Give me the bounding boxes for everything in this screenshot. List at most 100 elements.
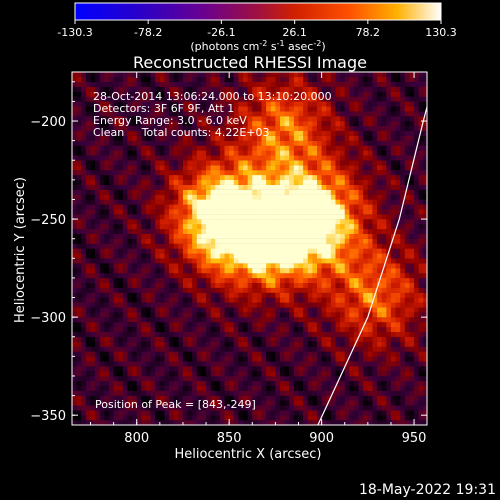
heatmap-cell [312,101,318,107]
heatmap-cell [173,312,179,318]
heatmap-cell [298,341,304,347]
heatmap-cell [132,307,138,313]
heatmap-cell [192,238,198,244]
heatmap-cell [243,101,249,107]
heatmap-cell [159,170,165,176]
heatmap-cell [377,238,383,244]
heatmap-cell [72,170,78,176]
heatmap-cell [118,297,124,303]
heatmap-cell [215,258,221,264]
heatmap-cell [349,395,355,401]
heatmap-cell [150,194,156,200]
heatmap-cell [330,346,336,352]
heatmap-cell [275,76,281,82]
colorbar [74,2,442,21]
heatmap-cell [261,400,267,406]
heatmap-cell [219,351,226,357]
heatmap-cell [136,91,142,97]
heatmap-cell [289,106,295,112]
heatmap-cell [303,356,309,362]
heatmap-cell [358,336,364,342]
heatmap-cell [247,160,253,166]
heatmap-cell [335,405,341,411]
heatmap-cell [353,312,360,318]
heatmap-cell [132,145,138,151]
heatmap-cell [81,380,87,386]
heatmap-cell [280,410,286,416]
heatmap-cell [95,194,101,200]
heatmap-cell [113,228,119,234]
heatmap-cell [266,248,272,254]
heatmap-cell [293,415,299,421]
heatmap-cell [321,366,327,372]
heatmap-cell [252,268,258,274]
heatmap-cell [219,111,226,117]
heatmap-cell [95,121,101,127]
heatmap-cell [289,307,295,313]
heatmap-cell [247,189,253,195]
heatmap-cell [252,336,258,342]
heatmap-cell [76,341,82,347]
heatmap-cell [270,366,276,372]
heatmap-cell [321,395,327,401]
heatmap-cell [340,410,346,416]
heatmap-cell [363,258,369,264]
heatmap-cell [155,184,161,190]
heatmap-cell [344,277,350,284]
heatmap-cell [145,420,152,425]
heatmap-cell [219,233,226,239]
heatmap-cell [201,331,207,337]
heatmap-cell [340,223,346,230]
heatmap-cell [108,81,115,87]
heatmap-cell [201,135,207,141]
heatmap-cell [108,346,115,352]
heatmap-cell [210,243,216,249]
heatmap-cell [85,356,91,362]
heatmap-cell [215,243,221,249]
heatmap-cell [270,130,276,136]
heatmap-cell [363,199,369,205]
heatmap-cell [192,130,198,136]
heatmap-cell [219,282,226,288]
heatmap-cell [307,361,313,367]
heatmap-cell [136,184,142,190]
heatmap-cell [206,292,212,298]
heatmap-cell [326,248,332,254]
heatmap-cell [381,228,387,234]
heatmap-cell [358,204,364,210]
heatmap-cell [187,233,193,239]
heatmap-cell [353,189,360,195]
heatmap-cell [358,140,364,146]
heatmap-cell [367,287,373,293]
heatmap-cell [340,268,346,274]
heatmap-cell [219,194,226,200]
heatmap-cell [349,282,355,288]
heatmap-cell [155,125,161,132]
heatmap-cell [155,322,161,328]
heatmap-cell [215,248,221,254]
heatmap-cell [155,380,161,386]
heatmap-cell [173,243,179,249]
heatmap-cell [219,336,226,342]
heatmap-cell [76,204,82,210]
heatmap-cell [136,76,142,82]
heatmap-cell [298,253,304,259]
heatmap-cell [261,322,267,328]
heatmap-cell [132,385,138,391]
heatmap-cell [349,375,355,382]
heatmap-cell [326,371,332,377]
heatmap-cell [275,361,281,367]
heatmap-cell [312,287,318,293]
heatmap-cell [219,91,226,97]
heatmap-cell [159,135,165,141]
heatmap-cell [72,322,78,328]
heatmap-cell [169,111,175,117]
heatmap-cell [307,380,313,386]
heatmap-cell [76,96,82,102]
heatmap-cell [372,385,378,391]
heatmap-cell [85,233,91,239]
heatmap-cell [150,331,156,337]
heatmap-cell [229,228,235,234]
heatmap-cell [150,189,156,195]
heatmap-cell [72,282,78,288]
